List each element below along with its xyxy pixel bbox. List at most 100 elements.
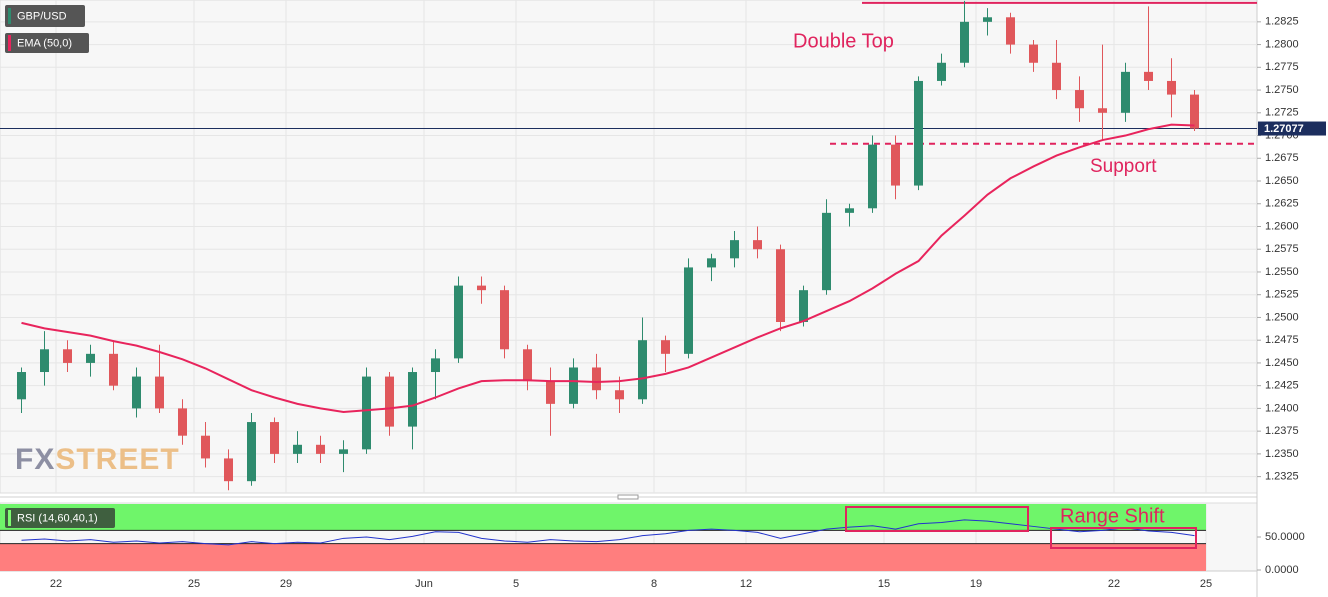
candle-body [1167, 80, 1176, 95]
candle-body [132, 376, 141, 409]
y-tick-label: 1.2325 [1265, 471, 1299, 483]
x-tick-label: 8 [651, 578, 657, 590]
y-tick-label: 1.2350 [1265, 448, 1299, 460]
price-tag-label: 1.27077 [1264, 123, 1304, 135]
candle-body [500, 290, 509, 350]
y-tick-label: 1.2625 [1265, 198, 1299, 210]
x-tick-label: 19 [970, 578, 982, 590]
candle-body [730, 240, 739, 259]
candle-body [431, 358, 440, 373]
candle-body [592, 367, 601, 391]
candle-body [523, 349, 532, 382]
x-tick-label: Jun [415, 578, 433, 590]
legend-box[interactable] [5, 33, 89, 53]
y-tick-label: 1.2550 [1265, 266, 1299, 278]
candle-body [477, 285, 486, 291]
resize-handle[interactable] [617, 494, 639, 500]
y-tick-label: 1.2800 [1265, 38, 1299, 50]
candle-body [109, 353, 118, 386]
legend-label: EMA (50,0) [17, 37, 72, 49]
legend-box[interactable] [5, 5, 85, 27]
candle-body [753, 240, 762, 250]
range-box [1050, 527, 1197, 549]
candle-body [1190, 94, 1199, 129]
candle-body [707, 258, 716, 268]
candle-body [1029, 44, 1038, 63]
ema-line [21, 123, 1195, 414]
y-tick-label: 1.2475 [1265, 334, 1299, 346]
candle-body [17, 372, 26, 400]
price-panel [0, 0, 1258, 494]
x-tick-label: 15 [878, 578, 890, 590]
legend-label: GBP/USD [17, 10, 67, 22]
legend-swatch [8, 510, 11, 526]
legend-label: RSI (14,60,40,1) [17, 512, 98, 524]
candle-body [316, 444, 325, 454]
price-tag [1258, 121, 1326, 136]
candle-body [408, 372, 417, 427]
watermark-fx: FX [15, 443, 55, 476]
y-tick-label: 50.0000 [1265, 531, 1305, 543]
x-tick-label: 29 [280, 578, 292, 590]
lower-band [0, 543, 1206, 571]
candle-body [615, 390, 624, 400]
candle-body [40, 349, 49, 373]
annotation: Double Top [793, 30, 894, 52]
rsi-line [21, 519, 1195, 546]
watermark: FXSTREET [15, 443, 180, 476]
y-tick-label: 1.2400 [1265, 402, 1299, 414]
legend-box [5, 508, 115, 528]
watermark-street: STREET [55, 443, 179, 476]
candle-body [983, 17, 992, 22]
candle-body [661, 340, 670, 354]
x-tick-label: 12 [740, 578, 752, 590]
candle-body [960, 21, 969, 63]
legend: GBP/USD EMA (50,0) [5, 5, 89, 53]
candle-body [224, 458, 233, 482]
upper-band [0, 504, 1206, 531]
candle-body [293, 444, 302, 454]
candle-body [362, 376, 371, 450]
candle-body [454, 285, 463, 359]
candle-body [86, 353, 95, 363]
x-tick-label: 22 [50, 578, 62, 590]
candle-body [385, 376, 394, 427]
candle-body [1121, 71, 1130, 113]
candle-body [684, 267, 693, 354]
x-tick-label: 25 [188, 578, 200, 590]
candle-body [247, 422, 256, 482]
candle-body [914, 80, 923, 186]
y-tick-label: 1.2450 [1265, 357, 1299, 369]
candle-body [1052, 62, 1061, 91]
y-tick-label: 1.2725 [1265, 107, 1299, 119]
candle-body [1098, 108, 1107, 113]
candle-body [178, 408, 187, 436]
y-tick-label: 1.2650 [1265, 175, 1299, 187]
candle-body [845, 208, 854, 213]
candle-body [891, 144, 900, 186]
candle-body [822, 212, 831, 291]
y-tick-label: 1.2425 [1265, 380, 1299, 392]
candle-body [63, 349, 72, 363]
range-box [845, 506, 1029, 532]
x-tick-label: 5 [513, 578, 519, 590]
y-tick-label: 1.2575 [1265, 243, 1299, 255]
candle-body [1075, 90, 1084, 109]
y-tick-label: 1.2500 [1265, 311, 1299, 323]
x-tick-label: 22 [1108, 578, 1120, 590]
candle-body [270, 422, 279, 454]
candle-body [799, 290, 808, 322]
y-tick-label: 0.0000 [1265, 564, 1299, 576]
candle-body [1006, 17, 1015, 45]
y-tick-label: 1.2750 [1265, 84, 1299, 96]
candle-body [546, 381, 555, 404]
candle-body [339, 449, 348, 454]
y-tick-label: 1.2525 [1265, 289, 1299, 301]
y-tick-label: 1.2375 [1265, 425, 1299, 437]
x-tick-label: 25 [1200, 578, 1212, 590]
candle-body [937, 62, 946, 81]
candle-body [1144, 71, 1153, 81]
candle-body [638, 340, 647, 400]
